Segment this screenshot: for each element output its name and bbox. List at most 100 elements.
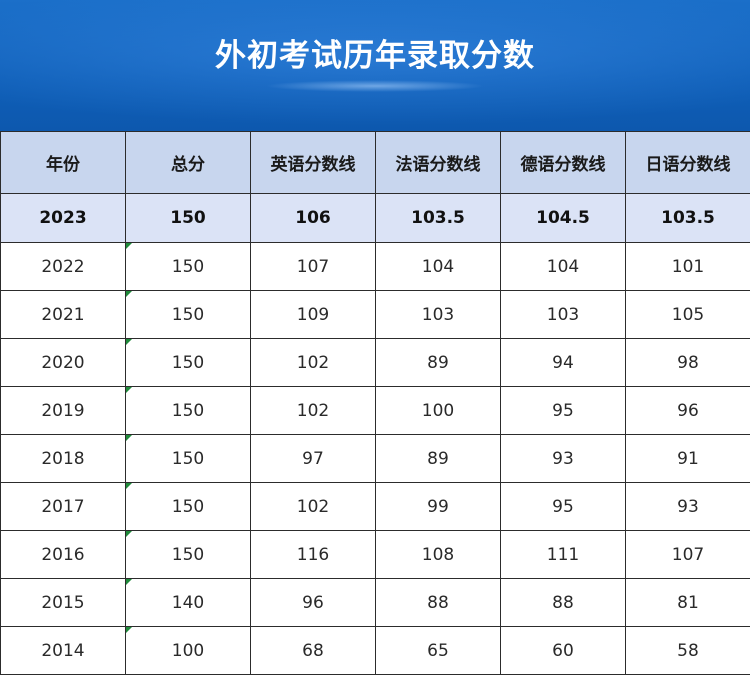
cell-german: 111	[500, 530, 626, 579]
cell-french: 88	[375, 578, 501, 627]
cell-japanese: 91	[625, 434, 750, 483]
cell-total: 150	[125, 193, 251, 243]
cell-german: 60	[500, 626, 626, 675]
cell-year: 2014	[0, 626, 126, 675]
cell-german: 94	[500, 338, 626, 387]
cell-german: 95	[500, 482, 626, 531]
cell-marker-icon	[126, 243, 132, 249]
cell-year: 2022	[0, 242, 126, 291]
cell-total: 150	[125, 290, 251, 339]
cell-french: 99	[375, 482, 501, 531]
table-row-highlight: 2023 150 106 103.5 104.5 103.5	[0, 193, 750, 243]
cell-japanese: 107	[625, 530, 750, 579]
cell-total-value: 150	[171, 400, 205, 421]
cell-japanese: 96	[625, 386, 750, 435]
cell-marker-icon	[126, 483, 132, 489]
cell-japanese: 98	[625, 338, 750, 387]
cell-total-value: 140	[171, 592, 205, 613]
cell-total: 150	[125, 530, 251, 579]
cell-total: 150	[125, 482, 251, 531]
cell-french: 103.5	[375, 193, 501, 243]
cell-french: 108	[375, 530, 501, 579]
cell-french: 103	[375, 290, 501, 339]
cell-total-value: 150	[171, 352, 205, 373]
cell-total-value: 100	[171, 640, 205, 661]
table-row: 2019 150 102 100 95 96	[0, 386, 750, 435]
cell-english: 107	[250, 242, 376, 291]
cell-japanese: 105	[625, 290, 750, 339]
cell-german: 104.5	[500, 193, 626, 243]
cell-marker-icon	[126, 435, 132, 441]
cell-total: 140	[125, 578, 251, 627]
cell-year: 2016	[0, 530, 126, 579]
cell-year: 2021	[0, 290, 126, 339]
table-row: 2021 150 109 103 103 105	[0, 290, 750, 339]
cell-french: 100	[375, 386, 501, 435]
cell-total: 100	[125, 626, 251, 675]
cell-german: 93	[500, 434, 626, 483]
cell-year: 2019	[0, 386, 126, 435]
table-row: 2016 150 116 108 111 107	[0, 530, 750, 579]
cell-marker-icon	[126, 387, 132, 393]
cell-english: 106	[250, 193, 376, 243]
cell-year: 2015	[0, 578, 126, 627]
cell-year: 2018	[0, 434, 126, 483]
cell-french: 65	[375, 626, 501, 675]
cell-total-value: 150	[171, 448, 205, 469]
cell-marker-icon	[126, 579, 132, 585]
cell-japanese: 93	[625, 482, 750, 531]
header-japanese: 日语分数线	[625, 131, 750, 194]
cell-japanese: 103.5	[625, 193, 750, 243]
header-year: 年份	[0, 131, 126, 194]
table-row: 2017 150 102 99 95 93	[0, 482, 750, 531]
cell-german: 103	[500, 290, 626, 339]
cell-english: 97	[250, 434, 376, 483]
cell-french: 89	[375, 434, 501, 483]
score-table: 年份 总分 英语分数线 法语分数线 德语分数线 日语分数线 2023 150 1…	[0, 131, 750, 675]
banner-glow	[265, 80, 485, 92]
table-row: 2014 100 68 65 60 58	[0, 626, 750, 675]
cell-total: 150	[125, 386, 251, 435]
cell-marker-icon	[126, 339, 132, 345]
cell-total-value: 150	[171, 304, 205, 325]
cell-german: 95	[500, 386, 626, 435]
header-french: 法语分数线	[375, 131, 501, 194]
header-english: 英语分数线	[250, 131, 376, 194]
cell-english: 68	[250, 626, 376, 675]
cell-year: 2017	[0, 482, 126, 531]
cell-marker-icon	[126, 531, 132, 537]
table-row: 2020 150 102 89 94 98	[0, 338, 750, 387]
cell-english: 116	[250, 530, 376, 579]
cell-english: 102	[250, 386, 376, 435]
cell-english: 102	[250, 338, 376, 387]
cell-marker-icon	[126, 291, 132, 297]
cell-total: 150	[125, 242, 251, 291]
cell-japanese: 101	[625, 242, 750, 291]
cell-marker-icon	[126, 627, 132, 633]
table-row: 2015 140 96 88 88 81	[0, 578, 750, 627]
cell-year: 2023	[0, 193, 126, 243]
cell-japanese: 58	[625, 626, 750, 675]
table-row: 2022 150 107 104 104 101	[0, 242, 750, 291]
cell-total-value: 150	[171, 256, 205, 277]
cell-english: 102	[250, 482, 376, 531]
cell-german: 88	[500, 578, 626, 627]
cell-total-value: 150	[171, 496, 205, 517]
page-title: 外初考试历年录取分数	[215, 38, 535, 74]
table-row: 2018 150 97 89 93 91	[0, 434, 750, 483]
cell-year: 2020	[0, 338, 126, 387]
cell-german: 104	[500, 242, 626, 291]
header-row: 年份 总分 英语分数线 法语分数线 德语分数线 日语分数线	[0, 131, 750, 194]
cell-french: 104	[375, 242, 501, 291]
header-total: 总分	[125, 131, 251, 194]
cell-english: 96	[250, 578, 376, 627]
cell-total: 150	[125, 338, 251, 387]
cell-french: 89	[375, 338, 501, 387]
header-german: 德语分数线	[500, 131, 626, 194]
title-banner: 外初考试历年录取分数	[0, 0, 750, 131]
cell-total-value: 150	[171, 544, 205, 565]
cell-total: 150	[125, 434, 251, 483]
cell-japanese: 81	[625, 578, 750, 627]
cell-english: 109	[250, 290, 376, 339]
